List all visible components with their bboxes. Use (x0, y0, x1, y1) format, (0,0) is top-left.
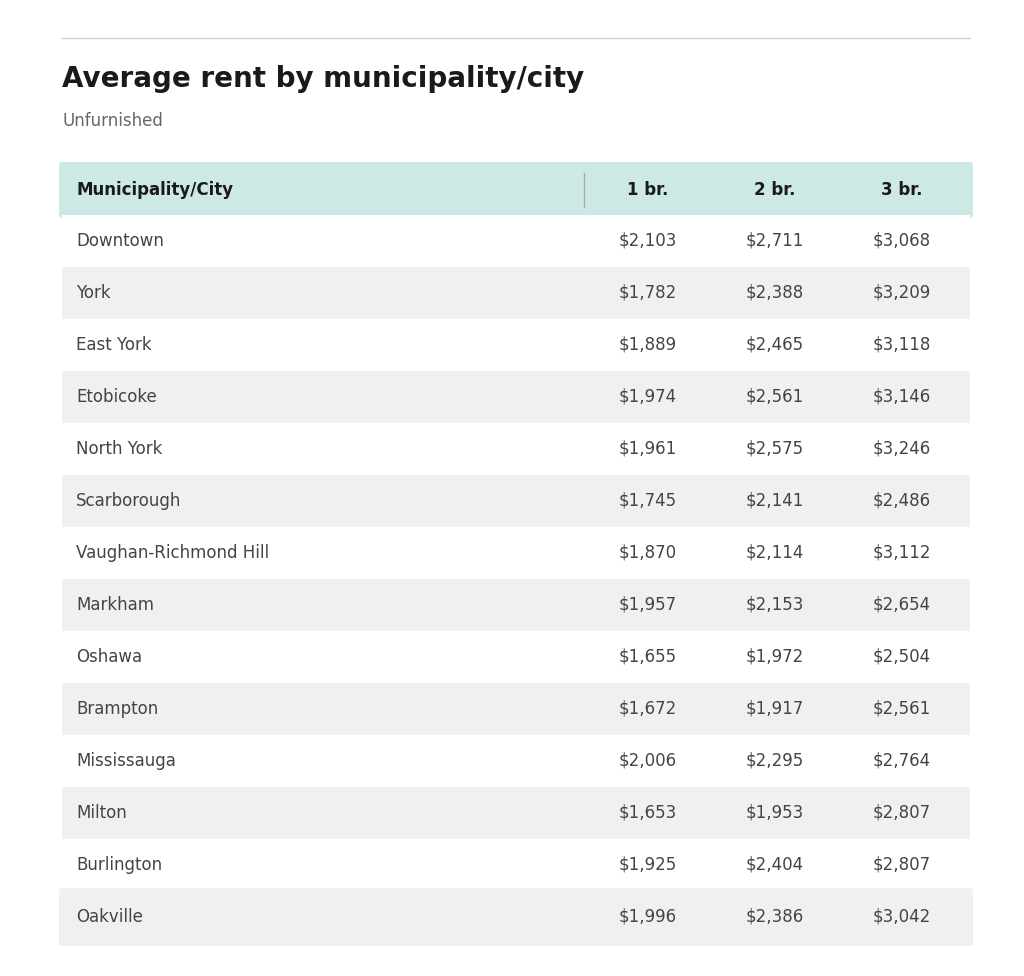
Text: Average rent by municipality/city: Average rent by municipality/city (62, 65, 585, 93)
Text: Markham: Markham (76, 596, 154, 614)
Text: $2,388: $2,388 (745, 284, 804, 302)
Text: $1,972: $1,972 (745, 648, 804, 666)
Text: Brampton: Brampton (76, 700, 159, 718)
Bar (62, 371, 970, 423)
Text: $2,575: $2,575 (745, 440, 804, 458)
Text: East York: East York (76, 336, 152, 354)
Text: $3,112: $3,112 (872, 544, 931, 562)
Text: $2,561: $2,561 (872, 700, 931, 718)
Text: $1,655: $1,655 (618, 648, 677, 666)
Text: $2,764: $2,764 (872, 752, 931, 770)
Text: Etobicoke: Etobicoke (76, 388, 157, 406)
Text: $3,042: $3,042 (872, 908, 931, 926)
Text: $2,807: $2,807 (872, 856, 931, 874)
Bar (62, 787, 970, 839)
Text: 1 br.: 1 br. (627, 181, 669, 199)
Text: $1,745: $1,745 (618, 492, 677, 510)
Text: $1,889: $1,889 (618, 336, 677, 354)
Text: $3,146: $3,146 (872, 388, 931, 406)
Text: Mississauga: Mississauga (76, 752, 176, 770)
Text: $2,295: $2,295 (745, 752, 804, 770)
Text: $2,141: $2,141 (745, 492, 804, 510)
Text: 2 br.: 2 br. (754, 181, 796, 199)
Text: $2,153: $2,153 (745, 596, 804, 614)
Bar (62, 215, 970, 267)
Text: $1,925: $1,925 (618, 856, 677, 874)
Text: $2,103: $2,103 (618, 232, 677, 250)
Bar (62, 527, 970, 579)
Text: $2,711: $2,711 (745, 232, 804, 250)
Text: $1,961: $1,961 (618, 440, 677, 458)
Text: 3 br.: 3 br. (881, 181, 923, 199)
Text: $1,870: $1,870 (618, 544, 677, 562)
Text: Unfurnished: Unfurnished (62, 112, 163, 130)
Text: Burlington: Burlington (76, 856, 162, 874)
Text: North York: North York (76, 440, 163, 458)
Text: York: York (76, 284, 111, 302)
Text: Municipality/City: Municipality/City (76, 181, 233, 199)
Text: $1,917: $1,917 (745, 700, 804, 718)
Text: $1,653: $1,653 (618, 804, 677, 822)
Text: $2,654: $2,654 (872, 596, 931, 614)
Text: $2,504: $2,504 (872, 648, 931, 666)
Bar (62, 735, 970, 787)
Text: $2,404: $2,404 (745, 856, 804, 874)
Text: Downtown: Downtown (76, 232, 164, 250)
Bar (62, 631, 970, 683)
Text: $2,807: $2,807 (872, 804, 931, 822)
Bar (62, 267, 970, 319)
Bar (62, 683, 970, 735)
Text: $1,953: $1,953 (745, 804, 804, 822)
FancyBboxPatch shape (59, 888, 973, 946)
Text: $2,114: $2,114 (745, 544, 804, 562)
Text: $3,246: $3,246 (872, 440, 931, 458)
Bar (62, 579, 970, 631)
Bar (62, 423, 970, 475)
Bar (62, 319, 970, 371)
Text: Oshawa: Oshawa (76, 648, 142, 666)
Text: Scarborough: Scarborough (76, 492, 181, 510)
Text: Oakville: Oakville (76, 908, 143, 926)
Text: $2,465: $2,465 (745, 336, 804, 354)
Text: $1,996: $1,996 (618, 908, 677, 926)
Text: $3,118: $3,118 (872, 336, 931, 354)
Text: $1,957: $1,957 (618, 596, 677, 614)
Text: $2,006: $2,006 (618, 752, 677, 770)
Text: $1,672: $1,672 (618, 700, 677, 718)
Text: $2,561: $2,561 (745, 388, 804, 406)
Text: $2,486: $2,486 (872, 492, 931, 510)
Text: Milton: Milton (76, 804, 127, 822)
Text: $1,782: $1,782 (618, 284, 677, 302)
Text: $1,974: $1,974 (618, 388, 677, 406)
Text: Vaughan-Richmond Hill: Vaughan-Richmond Hill (76, 544, 269, 562)
Text: $3,209: $3,209 (872, 284, 931, 302)
Bar (62, 839, 970, 891)
FancyBboxPatch shape (59, 162, 973, 218)
Text: $2,386: $2,386 (745, 908, 804, 926)
Bar (62, 475, 970, 527)
Text: $3,068: $3,068 (872, 232, 931, 250)
